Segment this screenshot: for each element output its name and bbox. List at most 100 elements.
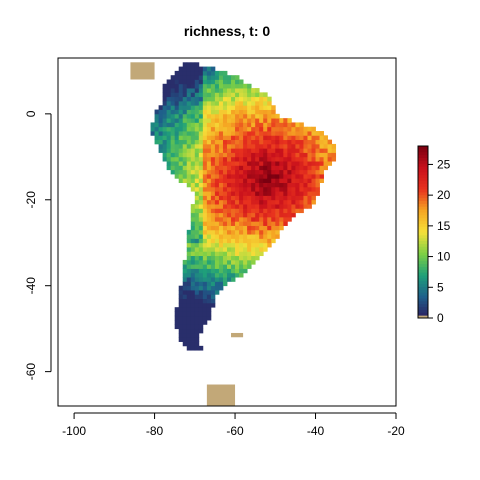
map-cell bbox=[203, 290, 207, 295]
map-cell bbox=[187, 118, 191, 123]
map-cell bbox=[235, 178, 239, 183]
map-cell bbox=[239, 256, 243, 261]
map-cell bbox=[295, 195, 299, 200]
map-cell bbox=[324, 157, 328, 162]
map-cell bbox=[255, 195, 259, 200]
map-cell bbox=[295, 174, 299, 179]
map-cell bbox=[279, 213, 283, 218]
map-cell bbox=[211, 200, 215, 205]
map-cell bbox=[199, 105, 203, 110]
map-cell bbox=[191, 342, 195, 347]
map-cell bbox=[211, 114, 215, 119]
map-cell bbox=[299, 187, 303, 192]
map-cell bbox=[271, 153, 275, 158]
map-cell bbox=[279, 174, 283, 179]
map-cell bbox=[183, 320, 187, 325]
map-cell bbox=[187, 144, 191, 149]
map-cell bbox=[227, 230, 231, 235]
map-cell bbox=[271, 217, 275, 222]
map-cell bbox=[263, 208, 267, 213]
map-cell bbox=[223, 75, 227, 80]
map-cell bbox=[255, 247, 259, 252]
colorbar-swatch bbox=[418, 229, 428, 232]
map-cell bbox=[271, 191, 275, 196]
map-cell bbox=[247, 105, 251, 110]
map-cell bbox=[187, 157, 191, 162]
map-cell bbox=[235, 238, 239, 243]
map-cell bbox=[191, 165, 195, 170]
map-cell bbox=[215, 79, 219, 84]
map-cell bbox=[195, 105, 199, 110]
map-cell bbox=[263, 234, 267, 239]
map-cell bbox=[263, 127, 267, 132]
map-cell bbox=[235, 75, 239, 80]
map-cell bbox=[195, 337, 199, 342]
map-cell bbox=[187, 303, 191, 308]
map-cell bbox=[187, 346, 191, 351]
map-cell bbox=[191, 144, 195, 149]
map-cell bbox=[287, 122, 291, 127]
map-cell bbox=[251, 238, 255, 243]
map-cell bbox=[299, 161, 303, 166]
map-cell bbox=[255, 101, 259, 106]
map-cell bbox=[195, 329, 199, 334]
map-cell bbox=[231, 247, 235, 252]
map-cell bbox=[271, 213, 275, 218]
map-cell bbox=[275, 140, 279, 145]
map-cell bbox=[199, 294, 203, 299]
map-cell bbox=[163, 118, 167, 123]
x-tick-label: -60 bbox=[226, 424, 244, 438]
map-cell bbox=[332, 153, 336, 158]
map-cell bbox=[183, 97, 187, 102]
map-cell bbox=[283, 191, 287, 196]
map-cell bbox=[223, 127, 227, 132]
map-cell bbox=[307, 131, 311, 136]
map-cell bbox=[163, 153, 167, 158]
map-cell bbox=[259, 110, 263, 115]
map-cell bbox=[207, 307, 211, 312]
map-cell bbox=[167, 79, 171, 84]
map-cell bbox=[179, 131, 183, 136]
map-cell bbox=[203, 234, 207, 239]
map-cell bbox=[239, 92, 243, 97]
map-cell bbox=[211, 67, 215, 72]
map-cell bbox=[219, 97, 223, 102]
map-cell bbox=[263, 135, 267, 140]
map-cell bbox=[247, 243, 251, 248]
colorbar-swatch bbox=[418, 275, 428, 278]
map-cell bbox=[163, 114, 167, 119]
map-cell bbox=[203, 148, 207, 153]
map-cell bbox=[279, 204, 283, 209]
map-cell bbox=[267, 204, 271, 209]
map-cell bbox=[207, 200, 211, 205]
map-cell bbox=[255, 234, 259, 239]
map-cell bbox=[195, 88, 199, 93]
map-cell bbox=[316, 178, 320, 183]
map-cell bbox=[235, 183, 239, 188]
map-cell bbox=[203, 114, 207, 119]
map-cell bbox=[247, 187, 251, 192]
map-cell bbox=[203, 269, 207, 274]
map-cell bbox=[223, 273, 227, 278]
map-cell bbox=[199, 204, 203, 209]
map-cell bbox=[223, 161, 227, 166]
chart-title: richness, t: 0 bbox=[184, 23, 271, 39]
map-cell bbox=[243, 161, 247, 166]
map-cell bbox=[171, 148, 175, 153]
map-cell bbox=[316, 131, 320, 136]
map-cell bbox=[231, 101, 235, 106]
map-cell bbox=[239, 122, 243, 127]
map-cell bbox=[287, 204, 291, 209]
map-cell bbox=[195, 277, 199, 282]
map-cell bbox=[231, 195, 235, 200]
map-cell bbox=[263, 105, 267, 110]
map-cell bbox=[191, 311, 195, 316]
map-cell bbox=[175, 75, 179, 80]
map-cell bbox=[251, 161, 255, 166]
map-cell bbox=[215, 170, 219, 175]
map-cell bbox=[203, 247, 207, 252]
map-cell bbox=[219, 243, 223, 248]
map-cell bbox=[211, 122, 215, 127]
map-cell bbox=[191, 277, 195, 282]
map-cell bbox=[223, 118, 227, 123]
